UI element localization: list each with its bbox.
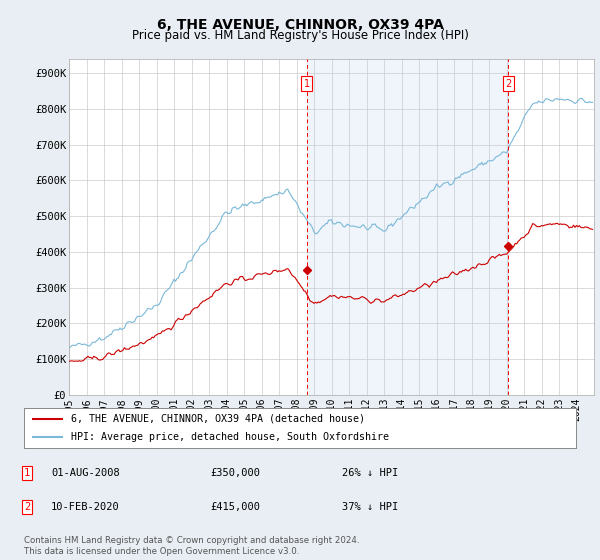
Text: 10-FEB-2020: 10-FEB-2020 xyxy=(51,502,120,512)
Text: Contains HM Land Registry data © Crown copyright and database right 2024.
This d: Contains HM Land Registry data © Crown c… xyxy=(24,536,359,556)
Text: 37% ↓ HPI: 37% ↓ HPI xyxy=(342,502,398,512)
Text: Price paid vs. HM Land Registry's House Price Index (HPI): Price paid vs. HM Land Registry's House … xyxy=(131,29,469,42)
Text: HPI: Average price, detached house, South Oxfordshire: HPI: Average price, detached house, Sout… xyxy=(71,432,389,442)
Text: 01-AUG-2008: 01-AUG-2008 xyxy=(51,468,120,478)
Text: 1: 1 xyxy=(24,468,30,478)
Text: £415,000: £415,000 xyxy=(210,502,260,512)
Text: 26% ↓ HPI: 26% ↓ HPI xyxy=(342,468,398,478)
Text: 1: 1 xyxy=(304,79,310,89)
Text: 6, THE AVENUE, CHINNOR, OX39 4PA: 6, THE AVENUE, CHINNOR, OX39 4PA xyxy=(157,18,443,32)
Bar xyxy=(307,59,508,395)
Text: £350,000: £350,000 xyxy=(210,468,260,478)
Text: 2: 2 xyxy=(24,502,30,512)
Text: 2: 2 xyxy=(505,79,512,89)
Text: 6, THE AVENUE, CHINNOR, OX39 4PA (detached house): 6, THE AVENUE, CHINNOR, OX39 4PA (detach… xyxy=(71,414,365,423)
